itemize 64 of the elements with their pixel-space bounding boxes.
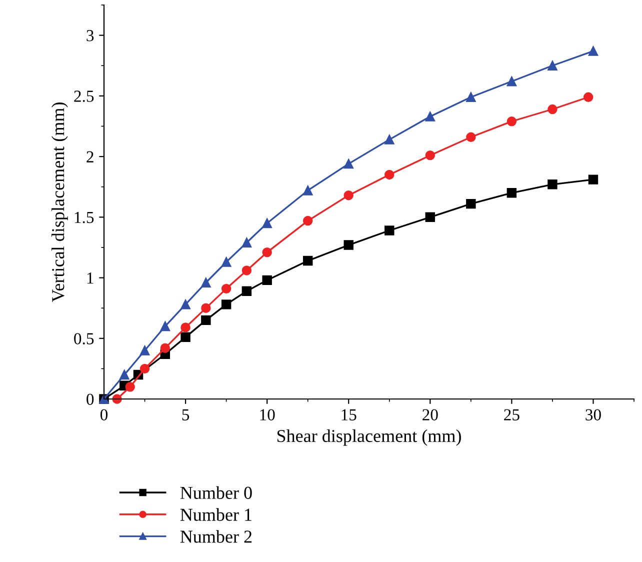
point	[180, 332, 190, 342]
point	[506, 188, 517, 198]
y-tick-label: 3	[86, 30, 94, 42]
point	[384, 134, 394, 144]
point	[180, 300, 190, 310]
point	[425, 150, 436, 160]
point	[140, 346, 150, 356]
point	[242, 286, 252, 296]
point	[425, 212, 436, 222]
y-tick-label: 2.5	[74, 90, 94, 102]
point	[262, 275, 272, 286]
point	[201, 315, 211, 326]
point	[425, 112, 436, 122]
y-tick-label: 0	[86, 394, 94, 405]
point	[466, 92, 476, 102]
point	[588, 46, 598, 56]
y-axis-title: Vertical displacement (mm)	[52, 102, 68, 302]
point	[588, 174, 598, 184]
point	[466, 132, 476, 142]
x-tick-label: 30	[586, 409, 601, 420]
y-tick-label: 2	[86, 151, 94, 162]
point	[262, 218, 272, 228]
x-tick-label: 25	[504, 409, 520, 420]
legend-label: Number 1	[180, 508, 252, 521]
point	[583, 92, 594, 102]
point	[344, 240, 354, 250]
x-tick-label: 15	[342, 409, 356, 420]
x-tick-label: 10	[260, 409, 275, 420]
point	[201, 303, 211, 313]
point	[262, 247, 272, 258]
point	[344, 190, 354, 200]
legend-label: Number 0	[180, 486, 252, 499]
point	[506, 76, 517, 86]
point	[180, 322, 190, 332]
x-tick-label: 20	[422, 409, 438, 420]
point	[221, 257, 232, 267]
point	[506, 116, 517, 126]
x-tick-label: 5	[182, 409, 190, 420]
point	[384, 226, 394, 236]
point	[221, 300, 232, 310]
point	[221, 284, 232, 294]
y-tick-label: 0.5	[74, 333, 94, 344]
point	[242, 266, 252, 276]
y-tick-label: 1.5	[74, 212, 94, 224]
point	[201, 278, 211, 288]
x-tick-label: 0	[100, 409, 108, 420]
point	[302, 256, 313, 266]
point	[384, 170, 394, 180]
point	[302, 216, 313, 226]
point	[160, 321, 170, 332]
legend-label: Number 2	[180, 530, 252, 543]
point	[302, 186, 313, 196]
point	[125, 382, 135, 392]
point	[466, 198, 476, 209]
x-axis-title: Shear displacement (mm)	[277, 429, 461, 446]
point	[548, 60, 558, 70]
point	[344, 158, 354, 169]
point	[140, 364, 150, 374]
point	[160, 343, 170, 353]
y-tick-label: 1	[87, 272, 94, 284]
point	[120, 370, 130, 380]
point	[548, 104, 558, 114]
point	[242, 238, 252, 248]
point	[548, 180, 558, 190]
